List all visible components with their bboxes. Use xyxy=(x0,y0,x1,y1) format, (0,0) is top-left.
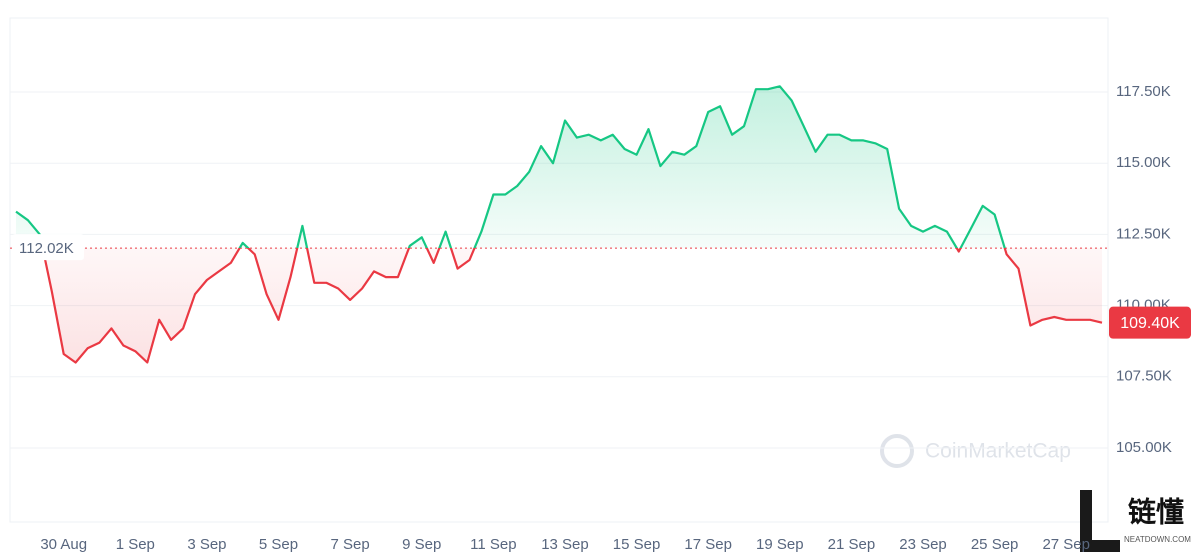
y-tick-label: 105.00K xyxy=(1116,439,1172,456)
baseline-label-bg xyxy=(12,234,84,261)
plot-frame xyxy=(9,17,1109,523)
x-tick-label: 19 Sep xyxy=(756,536,804,553)
y-tick-label: 107.50K xyxy=(1116,368,1172,385)
x-tick-label: 3 Sep xyxy=(187,536,226,553)
x-tick-label: 5 Sep xyxy=(259,536,298,553)
x-tick-label: 23 Sep xyxy=(899,536,947,553)
watermark: CoinMarketCap xyxy=(880,434,1071,468)
badge-title: 链懂 xyxy=(1128,496,1184,527)
y-tick-label: 117.50K xyxy=(1116,83,1171,100)
current-price-box xyxy=(1109,306,1191,339)
x-tick-label: 17 Sep xyxy=(684,536,732,553)
x-tick-label: 1 Sep xyxy=(116,536,155,553)
x-tick-label: 25 Sep xyxy=(971,536,1019,553)
x-tick-label: 7 Sep xyxy=(331,536,370,553)
x-tick-label: 13 Sep xyxy=(541,536,589,553)
price-line xyxy=(15,85,1103,364)
badge-subtitle: NEATDOWN.COM xyxy=(1124,535,1191,544)
y-tick-label: 115.00K xyxy=(1116,154,1171,171)
x-tick-label: 21 Sep xyxy=(828,536,876,553)
x-tick-label: 27 Sep xyxy=(1042,536,1090,553)
baseline-label: 112.02K xyxy=(19,240,74,257)
x-tick-label: 9 Sep xyxy=(402,536,441,553)
area xyxy=(15,86,1103,363)
x-tick-label: 30 Aug xyxy=(40,536,87,553)
x-tick-label: 11 Sep xyxy=(470,536,516,553)
y-tick-label: 112.50K xyxy=(1116,225,1171,242)
watermark-text: CoinMarketCap xyxy=(925,440,1071,463)
x-tick-label: 15 Sep xyxy=(613,536,661,553)
badge: 链懂 NEATDOWN.COM xyxy=(1080,490,1191,552)
current-price-label: 109.40K xyxy=(1120,315,1180,332)
